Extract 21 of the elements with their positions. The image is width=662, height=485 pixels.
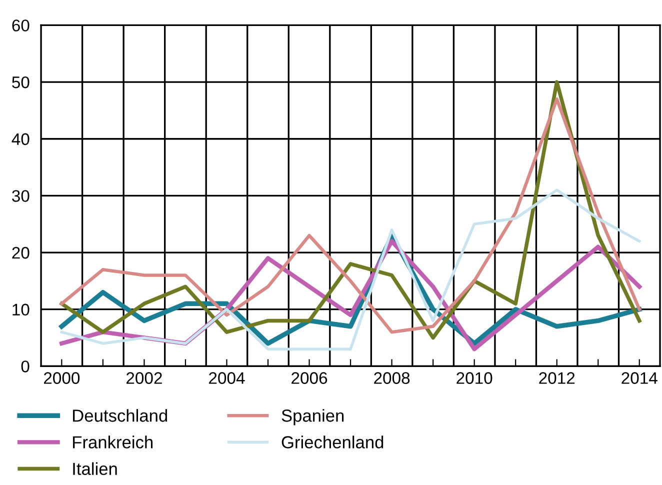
legend-label: Griechenland xyxy=(282,436,384,448)
legend-label: Frankreich xyxy=(73,436,152,448)
y-tick-label: 0 xyxy=(21,360,30,372)
y-tick-label: 30 xyxy=(12,190,30,202)
line-series xyxy=(60,188,641,351)
y-tick-label: 20 xyxy=(12,246,30,259)
y-tick-label: 50 xyxy=(12,76,30,88)
x-tick-label: 2002 xyxy=(126,372,162,384)
x-tick-label: 2006 xyxy=(292,372,328,384)
y-tick-label: 40 xyxy=(12,133,30,146)
x-tick-label: 2014 xyxy=(622,372,658,384)
x-tick-label: 2004 xyxy=(209,372,245,384)
legend-label: Italien xyxy=(73,462,117,476)
legend-label: Spanien xyxy=(282,409,344,426)
x-tick-label: 2010 xyxy=(456,372,492,384)
y-tick-label: 60 xyxy=(12,20,30,32)
x-tick-label: 2000 xyxy=(44,372,80,384)
y-tick-label: 10 xyxy=(12,304,30,316)
x-tick-label: 2012 xyxy=(539,372,575,384)
legend-label: Deutschland xyxy=(73,409,168,422)
x-tick-label: 2008 xyxy=(374,372,410,384)
